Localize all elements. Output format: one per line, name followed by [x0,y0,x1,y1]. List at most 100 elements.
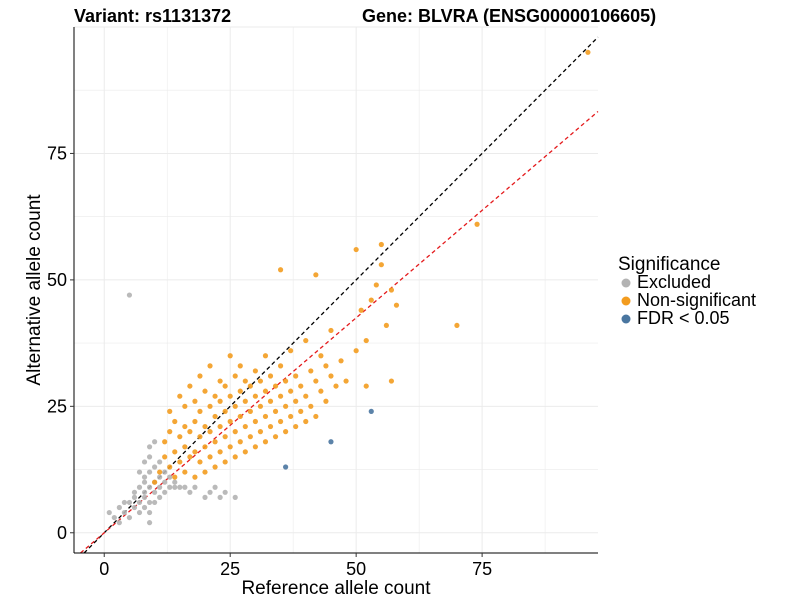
data-point [202,423,208,430]
data-point [318,388,324,394]
data-point [358,307,364,313]
data-point [217,494,223,500]
data-point [378,262,384,268]
data-point [126,292,133,298]
data-point [288,413,294,420]
data-point [172,484,178,490]
plot-background [74,27,598,553]
data-point [252,368,258,374]
data-point [157,459,163,465]
data-point [197,408,203,414]
data-point [212,484,218,490]
data-point [272,408,279,414]
data-point [141,479,148,485]
data-point [126,499,133,506]
data-point [283,403,289,409]
data-point [141,459,148,465]
data-point [222,383,228,389]
x-tick-label: 0 [99,559,109,579]
reference-line-fitted [80,110,599,554]
data-point [283,429,289,435]
data-point [277,418,284,425]
data-point [152,489,158,495]
data-point [303,393,309,399]
data-point [116,504,122,511]
data-point [237,388,243,394]
data-point [232,403,238,409]
data-point [232,429,238,435]
chart-title-variant: Variant: rs1131372 [74,6,231,26]
data-point [388,287,395,293]
data-point [157,469,163,475]
data-point [197,434,203,440]
data-point [207,429,213,435]
data-point [293,398,299,404]
data-point [363,383,369,389]
data-point [474,221,480,227]
data-point [212,439,218,445]
data-point [162,454,168,460]
data-point [227,418,233,425]
data-point [212,464,218,470]
data-point [257,429,264,435]
data-point [207,363,213,369]
legend-key [621,278,631,288]
data-point [252,444,258,450]
data-point [288,388,294,394]
data-point [303,418,309,425]
data-point [187,489,193,495]
data-point [272,434,279,440]
data-point [167,484,173,490]
data-point [262,353,269,359]
x-tick-label: 50 [346,559,366,579]
data-point [162,489,168,495]
data-point [141,504,148,511]
data-point [277,267,284,273]
data-point [373,282,379,288]
series-non-significant [152,49,591,485]
data-point [146,454,153,460]
data-point [141,474,148,480]
data-point [242,378,248,384]
data-point [308,403,314,409]
data-point [323,363,329,369]
data-point [585,49,591,55]
data-point [227,393,233,399]
data-point [197,373,203,379]
data-point [121,509,127,516]
data-point [146,520,153,526]
data-point [283,464,289,470]
data-point [111,514,117,521]
y-tick-label: 50 [47,270,67,290]
y-axis-title: Alternative allele count [24,194,45,386]
data-point [182,403,188,409]
data-point [136,499,143,506]
data-point [283,378,289,384]
data-point [217,423,223,430]
data-point [262,439,269,445]
gridlines [74,26,598,553]
data-point [323,398,329,404]
data-point [328,327,334,334]
data-point [237,439,243,445]
data-point [298,383,304,389]
data-point [267,423,274,430]
data-point [152,439,158,445]
data-point [252,418,258,425]
data-point [257,403,264,409]
data-point [227,353,233,359]
chart-title-gene: Gene: BLVRA (ENSG00000106605) [362,6,656,26]
data-point [167,408,173,414]
y-tick-label: 0 [57,523,67,543]
data-point [242,398,248,404]
data-point [217,449,223,455]
data-point [172,479,178,485]
data-point [146,484,153,490]
data-point [247,434,253,440]
data-point [177,393,183,399]
data-point [192,484,198,490]
data-point [277,363,284,369]
data-point [383,322,389,329]
data-point [212,393,218,399]
